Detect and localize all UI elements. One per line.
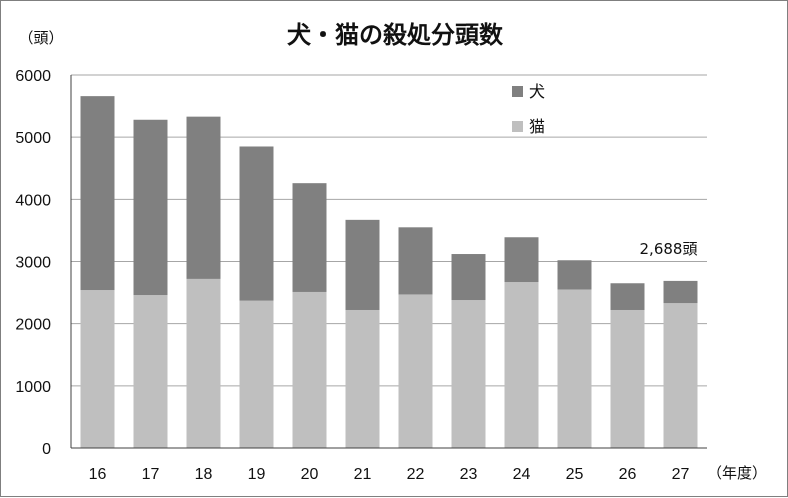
bars (80, 96, 698, 448)
bar-segment (451, 254, 486, 301)
y-tick-label: 6000 (15, 68, 51, 85)
bar-segment (345, 219, 380, 310)
bar-segment (663, 303, 698, 448)
bar-segment (663, 280, 698, 304)
bar-segment (292, 183, 327, 292)
bar-segment (451, 300, 486, 448)
annotations: 2,688頭 (640, 240, 698, 258)
x-tick-label: 22 (407, 466, 425, 483)
x-tick-label: 26 (619, 466, 637, 483)
gridlines (71, 74, 707, 387)
x-tick-label: 18 (195, 466, 213, 483)
x-tick-label: 16 (89, 466, 107, 483)
y-tick-label: 3000 (15, 255, 51, 272)
x-tick-label: 25 (566, 466, 584, 483)
legend-swatch (512, 86, 523, 97)
bar-segment (398, 294, 433, 448)
x-tick-label: 20 (301, 466, 319, 483)
x-axis-unit-label: （年度） (707, 464, 767, 482)
x-tick-label: 24 (513, 466, 531, 483)
bar-segment (133, 119, 168, 296)
bar-segment (504, 237, 539, 283)
bar-segment (186, 278, 221, 448)
chart-title: 犬・猫の殺処分頭数 (287, 21, 504, 49)
legend-label: 猫 (529, 117, 545, 136)
bar-segment (239, 146, 274, 301)
bar-segment (345, 309, 380, 448)
x-tick-label: 19 (248, 466, 266, 483)
x-tick-label: 27 (672, 466, 690, 483)
bar-segment (557, 260, 592, 290)
legend: 犬猫 (512, 82, 545, 136)
y-axis-unit-label: （頭） (18, 29, 63, 47)
legend-swatch (512, 121, 523, 132)
bar-segment (610, 309, 645, 448)
bar-segment (186, 116, 221, 279)
bar-segment (80, 96, 115, 291)
bar-segment (557, 289, 592, 448)
y-tick-label: 5000 (15, 130, 51, 147)
legend-label: 犬 (529, 82, 545, 101)
x-tick-label: 23 (460, 466, 478, 483)
axes: 0 1000 2000 3000 4000 5000 6000 16 17 18 19 20 21 22 2… (15, 68, 707, 483)
y-tick-label: 2000 (15, 317, 51, 334)
bar-segment (292, 291, 327, 448)
bar-segment (504, 282, 539, 448)
y-tick-label: 4000 (15, 192, 51, 209)
bar-segment (610, 283, 645, 310)
bar-segment (133, 295, 168, 448)
y-tick-label: 1000 (15, 379, 51, 396)
x-tick-label: 17 (142, 466, 160, 483)
bar-segment (80, 290, 115, 448)
y-tick-label: 0 (42, 441, 51, 458)
bar-segment (239, 300, 274, 448)
data-label-annotation: 2,688頭 (640, 240, 698, 258)
bar-segment (398, 227, 433, 295)
x-tick-label: 21 (354, 466, 372, 483)
